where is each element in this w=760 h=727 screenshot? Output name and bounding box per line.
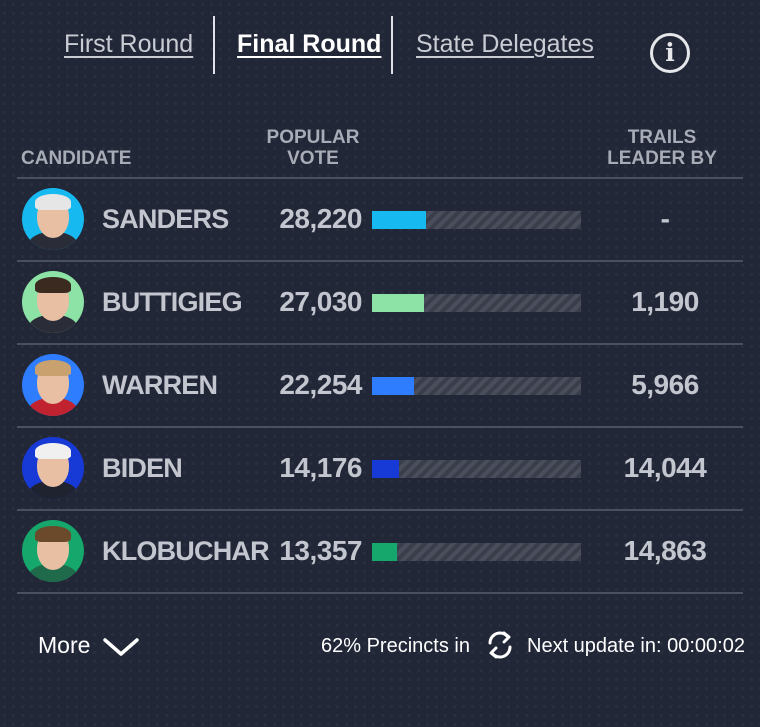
row-divider bbox=[17, 260, 743, 262]
candidate-row: BUTTIGIEG 27,030 1,190 bbox=[17, 262, 743, 344]
candidate-row: BIDEN 14,176 14,044 bbox=[17, 428, 743, 510]
tab-divider bbox=[213, 16, 215, 74]
vote-bar bbox=[372, 543, 581, 561]
row-divider bbox=[17, 426, 743, 428]
popular-vote-line1: POPULAR bbox=[266, 127, 360, 148]
avatar-hair bbox=[35, 526, 71, 542]
avatar bbox=[22, 271, 84, 333]
trails-leader-by: 5,966 bbox=[631, 369, 699, 400]
row-divider bbox=[17, 592, 743, 594]
tab-final-round[interactable]: Final Round bbox=[237, 30, 382, 58]
row-divider bbox=[17, 509, 743, 511]
more-button[interactable]: More bbox=[38, 632, 91, 658]
candidate-name: WARREN bbox=[102, 370, 218, 400]
trails-line2: LEADER BY bbox=[607, 148, 717, 169]
tab-divider bbox=[391, 16, 393, 74]
candidate-name: BUTTIGIEG bbox=[102, 287, 243, 317]
avatar-hair bbox=[35, 360, 71, 376]
candidate-row: WARREN 22,254 5,966 bbox=[17, 345, 743, 427]
vote-bar bbox=[372, 377, 581, 395]
trails-leader-by: 14,863 bbox=[623, 535, 707, 566]
candidate-name: KLOBUCHAR bbox=[102, 536, 270, 566]
popular-vote-count: 28,220 bbox=[279, 203, 362, 234]
avatar-suit bbox=[28, 564, 78, 582]
avatar-suit bbox=[28, 315, 78, 333]
popular-vote-count: 13,357 bbox=[279, 535, 362, 566]
trails-line1: TRAILS bbox=[627, 127, 697, 148]
avatar bbox=[22, 354, 84, 416]
column-header-trails: TRAILS LEADER BY bbox=[592, 127, 732, 169]
avatar bbox=[22, 437, 84, 499]
vote-bar bbox=[372, 211, 581, 229]
avatar-hair bbox=[35, 194, 71, 210]
precincts-reporting: 62% Precincts in bbox=[321, 635, 470, 657]
vote-bar-fill bbox=[372, 543, 397, 561]
avatar-hair bbox=[35, 443, 71, 459]
trails-leader-by: 14,044 bbox=[623, 452, 707, 483]
row-divider bbox=[17, 343, 743, 345]
popular-vote-count: 27,030 bbox=[279, 286, 362, 317]
header-divider bbox=[17, 177, 743, 179]
avatar-suit bbox=[28, 481, 78, 499]
candidate-row: KLOBUCHAR 13,357 14,863 bbox=[17, 511, 743, 593]
popular-vote-line2: VOTE bbox=[287, 148, 339, 169]
trails-leader-by: 1,190 bbox=[631, 286, 699, 317]
avatar-suit bbox=[28, 398, 78, 416]
vote-bar bbox=[372, 460, 581, 478]
candidate-row: SANDERS 28,220 - bbox=[17, 179, 743, 261]
vote-bar-fill bbox=[372, 377, 414, 395]
candidate-name: SANDERS bbox=[102, 204, 229, 234]
tab-state-delegates[interactable]: State Delegates bbox=[416, 30, 594, 58]
tab-first-round[interactable]: First Round bbox=[64, 30, 194, 58]
vote-bar-fill bbox=[372, 460, 399, 478]
column-header-candidate: CANDIDATE bbox=[21, 148, 132, 169]
vote-bar-fill bbox=[372, 211, 426, 229]
popular-vote-count: 22,254 bbox=[279, 369, 362, 400]
avatar bbox=[22, 188, 84, 250]
avatar bbox=[22, 520, 84, 582]
info-icon[interactable]: i bbox=[650, 33, 690, 73]
avatar-hair bbox=[35, 277, 71, 293]
round-tabs: First Round Final Round State Delegates … bbox=[0, 16, 760, 76]
chevron-down-icon[interactable] bbox=[102, 636, 140, 658]
trails-leader-by: - bbox=[660, 203, 670, 234]
vote-bar-fill bbox=[372, 294, 424, 312]
avatar-suit bbox=[28, 232, 78, 250]
column-header-popular-vote: POPULAR VOTE bbox=[243, 127, 383, 169]
next-update-timer: Next update in: 00:00:02 bbox=[527, 635, 745, 657]
refresh-icon[interactable] bbox=[484, 629, 516, 661]
vote-bar bbox=[372, 294, 581, 312]
candidate-name: BIDEN bbox=[102, 453, 183, 483]
popular-vote-count: 14,176 bbox=[279, 452, 362, 483]
